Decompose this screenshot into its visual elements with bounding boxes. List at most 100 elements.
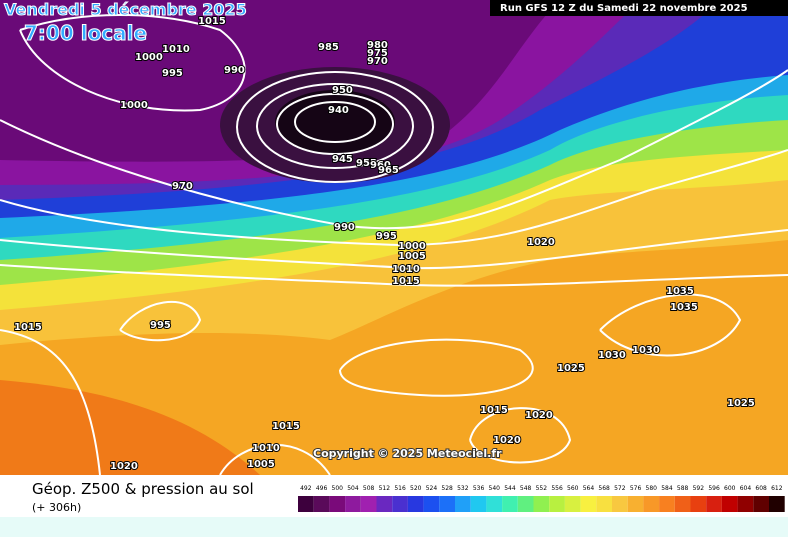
isobar-label: 1015 [392, 276, 420, 287]
isobar-label: 1010 [252, 443, 280, 454]
scale-cell [769, 496, 785, 512]
scale-cell [439, 496, 455, 512]
scale-cell [470, 496, 487, 512]
isobar-label: 985 [318, 42, 339, 53]
scale-label: 612 [771, 485, 783, 492]
scale-cell [313, 496, 330, 512]
scale-label: 524 [426, 485, 438, 492]
scale-cell [407, 496, 424, 512]
scale-label: 564 [583, 485, 595, 492]
run-info: Run GFS 12 Z du Samedi 22 novembre 2025 [500, 3, 748, 14]
scale-label: 600 [724, 485, 736, 492]
scale-label: 544 [504, 485, 516, 492]
isobar [0, 264, 788, 287]
scale-label: 548 [520, 485, 532, 492]
isobar-label: 1025 [727, 398, 755, 409]
isobar [276, 93, 394, 155]
isobar-label: 955 [356, 158, 377, 169]
scale-label: 508 [363, 485, 375, 492]
lead-time: (+ 306h) [32, 501, 81, 514]
isobar-label: 970 [367, 56, 388, 67]
isobar-label: 1020 [110, 461, 138, 472]
isobar-label: 1030 [632, 345, 660, 356]
isobar-label: 980 [367, 40, 388, 51]
scale-cell [502, 496, 518, 512]
map-time: 7:00 locale [24, 21, 147, 45]
isobar [0, 229, 788, 270]
scale-label: 596 [708, 485, 720, 492]
isobar-label: 1030 [598, 350, 626, 361]
scale-label: 560 [567, 485, 579, 492]
isobar-label: 960 [370, 160, 391, 171]
scale-label: 492 [300, 485, 312, 492]
scale-cell [533, 496, 550, 512]
isobar [256, 83, 414, 169]
isobars [0, 14, 788, 476]
isobar [119, 301, 202, 342]
isobar-label: 1000 [398, 241, 426, 252]
scale-cell [706, 496, 722, 512]
scale-cell [753, 496, 769, 512]
scale-label: 528 [441, 485, 453, 492]
isobar-label: 950 [332, 85, 353, 96]
isobar [19, 14, 246, 112]
isobar [0, 69, 788, 230]
scale-cell [596, 496, 612, 512]
scale-cell [643, 496, 660, 512]
scale-cell [517, 496, 534, 512]
scale-cell [580, 496, 597, 512]
isobar-label: 1015 [480, 405, 508, 416]
scale-label: 504 [347, 485, 359, 492]
copyright: Copyright © 2025 Meteociel.fr [313, 447, 502, 460]
scale-cell [486, 496, 503, 512]
isobar-label: 995 [150, 320, 171, 331]
scale-label: 520 [410, 485, 422, 492]
scale-label: 496 [316, 485, 328, 492]
scale-label: 500 [332, 485, 344, 492]
map-date: Vendredi 5 décembre 2025 [4, 0, 247, 19]
isobar-label: 1010 [162, 44, 190, 55]
isobar-label: 965 [378, 165, 399, 176]
scale-cell [423, 496, 440, 512]
isobar-label: 1020 [527, 237, 555, 248]
scale-label: 516 [394, 485, 406, 492]
isobar [0, 329, 101, 476]
isobar [0, 149, 788, 247]
legend-title: Géop. Z500 & pression au sol [32, 480, 254, 498]
scale-label: 572 [614, 485, 626, 492]
scale-cell [737, 496, 754, 512]
isobar-label: 940 [328, 105, 349, 116]
isobar-label: 1020 [525, 410, 553, 421]
isobar-label: 1015 [14, 322, 42, 333]
isobar-label: 975 [367, 48, 388, 59]
isobar-label: 1005 [398, 251, 426, 262]
band [0, 380, 260, 475]
scale-cell [376, 496, 393, 512]
scale-cell [564, 496, 581, 512]
scale-label: 576 [630, 485, 642, 492]
scale-label: 532 [457, 485, 469, 492]
isobar-label: 945 [332, 154, 353, 165]
scale-label: 552 [536, 485, 548, 492]
scale-label: 568 [598, 485, 610, 492]
low-core [275, 90, 395, 154]
scale-label: 584 [661, 485, 673, 492]
isobar-label: 990 [334, 222, 355, 233]
isobar-label: 1015 [198, 16, 226, 27]
isobar-label: 1015 [272, 421, 300, 432]
isobar [339, 338, 534, 397]
scale-cell [345, 496, 361, 512]
scale-cell [360, 496, 377, 512]
isobar [469, 407, 572, 464]
scale-cell [612, 496, 628, 512]
scale-cell [721, 496, 738, 512]
isobar-label: 1035 [666, 286, 694, 297]
scale-cell [329, 496, 346, 512]
isobar [599, 293, 742, 357]
isobar-label: 1005 [247, 459, 275, 470]
scale-label: 604 [740, 485, 752, 492]
scale-label: 512 [379, 485, 391, 492]
